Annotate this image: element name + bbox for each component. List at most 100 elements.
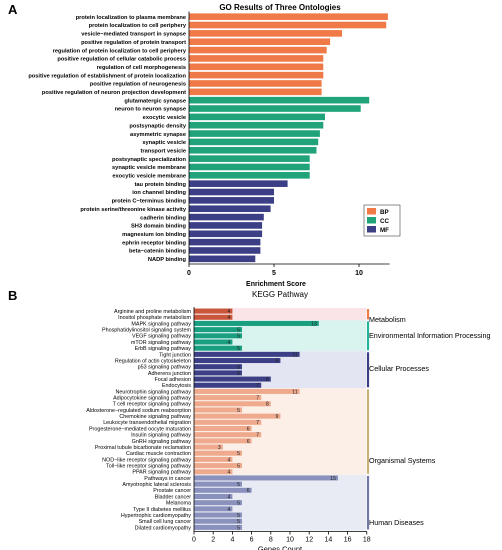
go-term-label: cadherin binding [140, 215, 186, 221]
kegg-bar-value: 6 [247, 488, 250, 494]
kegg-bar [194, 463, 242, 469]
legend-swatch-bp [367, 208, 376, 215]
kegg-bar [194, 333, 242, 339]
kegg-pathway-label: Hypertrophic cardiomyopathy [121, 513, 191, 519]
kegg-bar [194, 444, 223, 450]
kegg-bar-value: 13 [311, 321, 317, 327]
go-bar-mf-10 [189, 255, 256, 263]
go-term-label: exocytic vesicle [143, 115, 186, 121]
kegg-bar-value: 5 [237, 334, 240, 340]
kegg-bar [194, 475, 338, 481]
kegg-bar-value: 11 [292, 389, 297, 395]
go-bar-mf-1 [189, 180, 288, 187]
go-bar-cc-1 [189, 96, 370, 104]
kegg-bar-value: 8 [266, 377, 269, 383]
panel-b-x-tick-label: 14 [325, 536, 333, 543]
kegg-bar [194, 320, 319, 326]
legend-swatch-mf [367, 226, 376, 233]
kegg-bar [194, 388, 300, 394]
go-bar-cc-2 [189, 105, 361, 112]
go-bar-bp-3 [189, 30, 342, 37]
kegg-bar-value: 5 [237, 501, 240, 507]
panel-a-x-tick-label: 5 [272, 270, 276, 277]
kegg-pathway-label: mTOR signaling pathway [131, 340, 191, 346]
go-bar-cc-8 [189, 155, 310, 162]
kegg-bar [194, 506, 233, 512]
go-bar-cc-6 [189, 138, 319, 146]
go-bar-cc-5 [189, 130, 320, 137]
kegg-bar-value: 7 [256, 433, 259, 439]
kegg-bar-value: 4 [228, 494, 231, 500]
go-bar-mf-7 [189, 230, 263, 238]
go-term-label: positive regulation of establishment of … [28, 73, 186, 79]
go-bar-bp-7 [189, 63, 324, 71]
kegg-bar-value: 9 [276, 414, 279, 420]
go-term-label: postsynaptic density [129, 123, 186, 129]
kegg-bar [194, 481, 242, 487]
kegg-bar [194, 419, 262, 425]
panel-b-x-tick-label: 12 [305, 536, 313, 543]
kegg-pathway-label: Proximal tubule bicarbonate reclamation [95, 445, 191, 451]
kegg-pathway-label: Prostate cancer [153, 488, 191, 494]
go-term-label: ion channel binding [132, 190, 186, 196]
kegg-pathway-label: Inositol phosphate metabolism [118, 315, 191, 321]
go-bar-bp-2 [189, 21, 387, 29]
kegg-category-label: Metabolism [369, 315, 406, 324]
kegg-pathway-label: Type II diabetes mellitus [133, 507, 191, 513]
kegg-bar-value: 8 [266, 402, 269, 408]
kegg-bar [194, 438, 252, 444]
kegg-pathway-label: Melanoma [166, 501, 191, 507]
kegg-bar-value: 7 [256, 396, 259, 402]
go-bar-bp-8 [189, 71, 324, 79]
kegg-bar-value: 5 [237, 371, 240, 377]
go-bar-bp-5 [189, 46, 327, 54]
kegg-pathway-label: GnRH signaling pathway [132, 439, 192, 445]
kegg-bar-value: 4 [228, 457, 231, 463]
go-bar-bp-9 [189, 80, 322, 87]
go-bar-cc-10 [189, 172, 310, 179]
go-term-label: transport vesicle [140, 148, 186, 154]
kegg-bar-value: 3 [218, 445, 221, 451]
kegg-pathway-label: Progesterone−mediated oocyte maturation [89, 426, 191, 432]
kegg-bar-value: 5 [237, 463, 240, 469]
kegg-bar [194, 351, 300, 357]
go-bar-bp-4 [189, 38, 331, 46]
go-bar-bp-6 [189, 55, 324, 62]
go-term-label: neuron to neuron synapse [115, 107, 186, 113]
go-term-label: vesicle−mediated transport in synapse [81, 32, 186, 38]
kegg-bar [194, 395, 262, 401]
legend-label-cc: CC [380, 218, 389, 225]
go-term-label: synaptic vesicle [142, 140, 186, 146]
go-bar-cc-7 [189, 146, 317, 154]
panel-b-label: B [8, 288, 17, 303]
kegg-group-band [194, 351, 366, 389]
go-term-label: asymmetric synapse [130, 132, 186, 138]
panel-a-label: A [8, 2, 18, 17]
kegg-bar [194, 500, 242, 506]
go-term-label: ephrin receptor binding [122, 240, 186, 246]
kegg-pathway-label: Insulin signaling pathway [131, 433, 191, 439]
kegg-bar [194, 524, 242, 530]
legend-label-mf: MF [380, 227, 389, 234]
panel-b-x-tick-label: 18 [363, 536, 371, 543]
kegg-pathway-label: p53 signaling pathway [138, 365, 192, 371]
go-bar-mf-2 [189, 188, 274, 196]
kegg-bar [194, 376, 271, 382]
kegg-category-label: Environmental Information Processing [369, 331, 490, 340]
kegg-pathway-label: MAPK signaling pathway [131, 321, 191, 327]
go-term-label: positive regulation of neurogenesis [90, 82, 186, 88]
kegg-bar [194, 339, 233, 345]
kegg-pathway-label: Arginine and proline metabolism [114, 309, 192, 315]
go-term-label: positive regulation of neuron projection… [42, 90, 186, 96]
kegg-bar-value: 4 [228, 315, 231, 321]
go-term-label: protein localization to plasma membrane [76, 15, 186, 21]
kegg-pathway-label: Endocytosis [162, 383, 191, 389]
kegg-bar-value: 15 [330, 476, 336, 482]
kegg-bar-value: 6 [247, 426, 250, 432]
panel-b-x-tick-label: 6 [250, 536, 254, 543]
kegg-bar-value: 4 [228, 470, 231, 476]
kegg-pathway-label: Neurotrophin signaling pathway [115, 389, 191, 395]
kegg-pathway-label: Aldosterone−regulated sodium reabsorptio… [86, 408, 191, 414]
panel-a-x-tick-label: 10 [355, 270, 363, 277]
